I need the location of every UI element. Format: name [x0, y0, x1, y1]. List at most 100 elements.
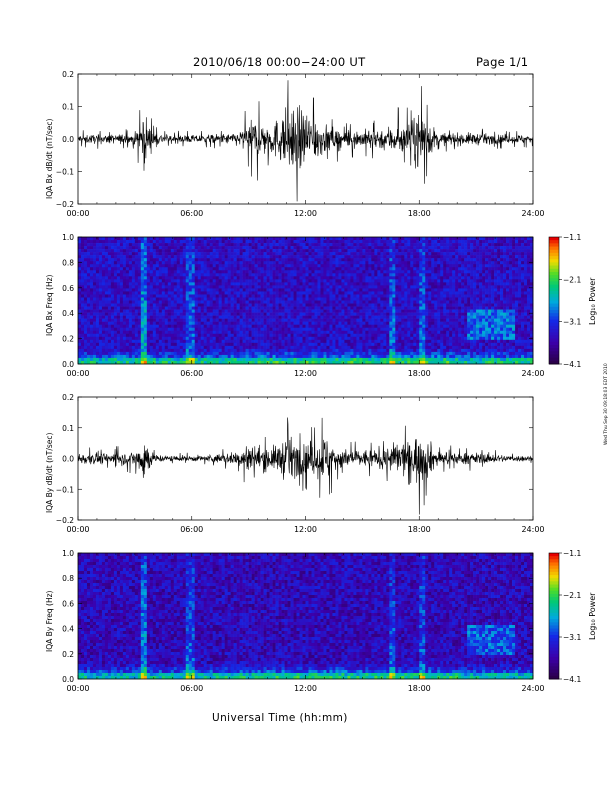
- y-tick-label: 0.0: [62, 455, 74, 464]
- colorbar-2-segment: [549, 262, 559, 267]
- y-tick-label: 0.4: [62, 309, 74, 318]
- colorbar-2-segment: [549, 354, 559, 359]
- y-tick-label: 0.0: [62, 675, 74, 684]
- colorbar-2-segment: [549, 344, 559, 349]
- colorbar-4-segment: [549, 631, 559, 636]
- x-tick-label: 00:00: [66, 684, 89, 693]
- y-tick-label: 0.6: [62, 284, 74, 293]
- colorbar-2-segment: [549, 237, 559, 241]
- colorbar-4-segment: [549, 622, 559, 626]
- colorbar-4-segment: [549, 584, 559, 589]
- colorbar-2-segment: [549, 240, 559, 244]
- x-tick-label: 18:00: [408, 525, 431, 534]
- panel-3-trace: [78, 417, 533, 515]
- colorbar-4-segment: [549, 565, 559, 570]
- colorbar-2-segment: [549, 351, 559, 355]
- colorbar-2-segment: [549, 287, 559, 292]
- colorbar-4-segment: [549, 669, 559, 674]
- x-tick-label: 12:00: [294, 369, 317, 378]
- colorbar-4-segment: [549, 638, 559, 642]
- colorbar-4-segment: [549, 556, 559, 560]
- colorbar-tick-label: −3.1: [563, 633, 581, 642]
- colorbar-4-segment: [549, 666, 559, 671]
- colorbar-2-segment: [549, 246, 559, 251]
- colorbar-4-segment: [549, 663, 559, 667]
- colorbar-4-segment: [549, 650, 559, 655]
- colorbar-2-segment: [549, 306, 559, 311]
- y-tick-label: −0.1: [56, 168, 74, 177]
- y-tick-label: 0.2: [62, 70, 74, 79]
- colorbar-2-segment: [549, 265, 559, 270]
- x-tick-label: 06:00: [180, 525, 203, 534]
- colorbar-4-segment: [549, 641, 559, 645]
- panel-4-spectrogram: [78, 553, 534, 680]
- colorbar-4-segment: [549, 603, 559, 608]
- colorbar-2-segment: [549, 341, 559, 346]
- x-tick-label: 06:00: [180, 684, 203, 693]
- colorbar-4-segment: [549, 672, 559, 677]
- y-tick-label: 0.4: [62, 625, 74, 634]
- y-tick-label: 0.6: [62, 599, 74, 608]
- colorbar-4-segment: [549, 653, 559, 658]
- colorbar-4-segment: [549, 600, 559, 604]
- colorbar-4-segment: [549, 660, 559, 664]
- colorbar-4-segment: [549, 571, 559, 576]
- colorbar-4-segment: [549, 675, 559, 680]
- colorbar-2-segment: [549, 310, 559, 314]
- colorbar-2-segment: [549, 360, 559, 365]
- colorbar-2-segment: [549, 259, 559, 263]
- panel-2-spectrogram: [78, 237, 534, 365]
- colorbar-2-segment: [549, 338, 559, 343]
- colorbar-4-segment: [549, 587, 559, 592]
- y-tick-label: −0.1: [56, 485, 74, 494]
- colorbar-4-segment: [549, 625, 559, 630]
- colorbar-4-segment: [549, 590, 559, 595]
- colorbar-tick-label: −3.1: [563, 318, 581, 327]
- y-tick-label: 0.2: [62, 335, 74, 344]
- colorbar-2-segment: [549, 290, 559, 295]
- colorbar-2-segment: [549, 357, 559, 362]
- colorbar-4-segment: [549, 628, 559, 633]
- colorbar-2-segment: [549, 316, 559, 321]
- colorbar-4-segment: [549, 575, 559, 579]
- colorbar-4-segment: [549, 644, 559, 648]
- colorbar-2-segment: [549, 313, 559, 317]
- colorbar-2-segment: [549, 329, 559, 333]
- colorbar-2-frame: [548, 236, 560, 365]
- colorbar-4-segment: [549, 656, 559, 661]
- x-tick-label: 18:00: [408, 369, 431, 378]
- y-tick-label: 0.1: [62, 103, 74, 112]
- y-tick-label: 0.0: [62, 135, 74, 144]
- x-tick-label: 00:00: [66, 209, 89, 218]
- y-tick-label: 0.8: [62, 574, 74, 583]
- x-tick-label: 24:00: [521, 684, 544, 693]
- x-tick-label: 06:00: [180, 209, 203, 218]
- y-tick-label: 0.0: [62, 360, 74, 369]
- colorbar-2-segment: [549, 294, 559, 298]
- colorbar-2-segment: [549, 252, 559, 257]
- colorbar-2-segment: [549, 243, 559, 248]
- colorbar-4-segment: [549, 609, 559, 614]
- x-axis-label: Universal Time (hh:mm): [212, 712, 348, 724]
- colorbar-4-segment: [549, 581, 559, 585]
- x-tick-label: 00:00: [66, 525, 89, 534]
- y-tick-label: 1.0: [62, 549, 74, 558]
- x-tick-label: 24:00: [521, 369, 544, 378]
- y-tick-label: 0.2: [62, 650, 74, 659]
- colorbar-2-segment: [549, 268, 559, 273]
- x-tick-label: 12:00: [294, 684, 317, 693]
- colorbar-4-segment: [549, 593, 559, 598]
- colorbar-tick-label: −1.1: [563, 233, 581, 242]
- colorbar-2-segment: [549, 332, 559, 336]
- y-tick-label: 1.0: [62, 233, 74, 242]
- y-tick-label: 0.2: [62, 393, 74, 402]
- colorbar-4-segment: [549, 647, 559, 652]
- colorbar-tick-label: −2.1: [563, 591, 581, 600]
- x-tick-label: 24:00: [521, 525, 544, 534]
- colorbar-2-segment: [549, 322, 559, 327]
- x-tick-label: 24:00: [521, 209, 544, 218]
- colorbar-4-segment: [549, 606, 559, 611]
- colorbar-4-segment: [549, 559, 559, 563]
